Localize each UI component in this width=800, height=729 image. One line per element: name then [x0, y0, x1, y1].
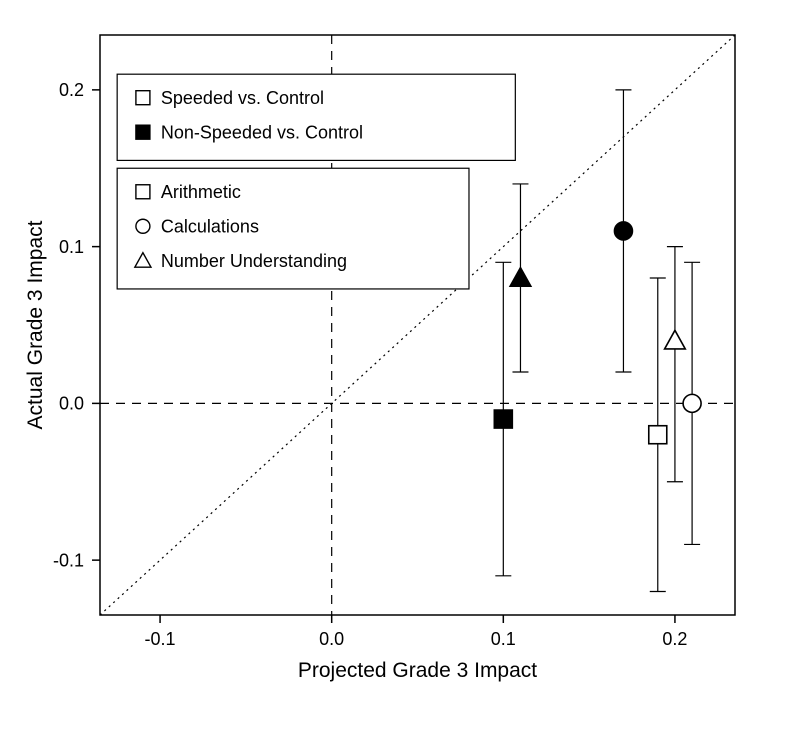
legend-fill-label: Non-Speeded vs. Control [161, 122, 363, 142]
legend-fill-item: Non-Speeded vs. Control [136, 122, 363, 142]
ytick-label: -0.1 [53, 550, 84, 570]
legend-shape-label: Arithmetic [161, 182, 241, 202]
xtick-label: 0.2 [662, 629, 687, 649]
legend-shape-item: Number Understanding [135, 251, 347, 271]
legend-fill-item: Speeded vs. Control [136, 88, 324, 108]
legend-shape-label: Calculations [161, 217, 259, 237]
ytick-label: 0.2 [59, 80, 84, 100]
xtick-label: 0.0 [319, 629, 344, 649]
ytick-label: 0.1 [59, 237, 84, 257]
legend-shape-label: Number Understanding [161, 251, 347, 271]
y-axis-label: Actual Grade 3 Impact [24, 220, 47, 429]
legend-fill-label: Speeded vs. Control [161, 88, 324, 108]
xtick-label: 0.1 [491, 629, 516, 649]
impact-chart: -0.1 0.0 0.1 0.2 -0.1 0.0 0.1 0.2 Projected Grad… [0, 0, 800, 729]
xtick-label: -0.1 [145, 629, 176, 649]
x-axis-label: Projected Grade 3 Impact [298, 659, 537, 682]
ytick-label: 0.0 [59, 394, 84, 414]
